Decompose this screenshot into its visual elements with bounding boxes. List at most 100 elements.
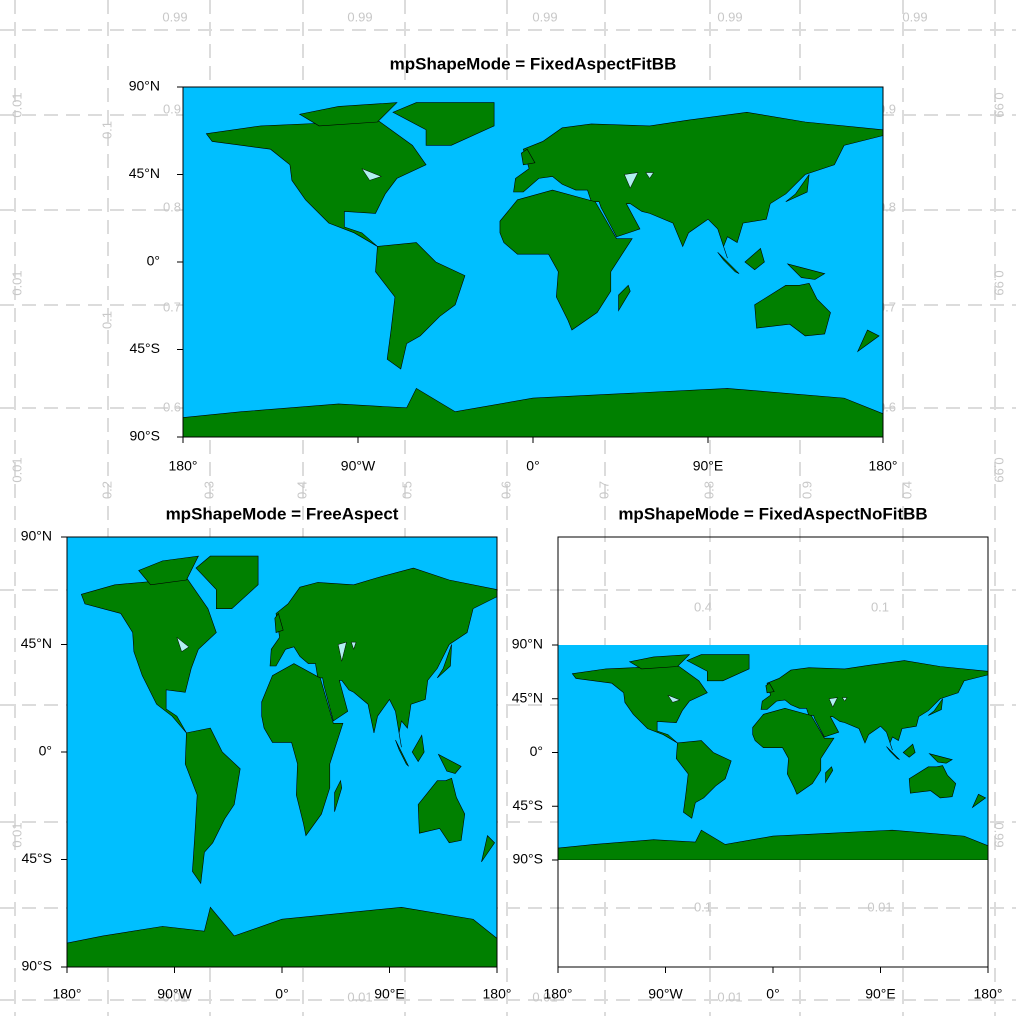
lat-label: 90°N [21,528,52,544]
lon-label: 180° [169,458,198,474]
background-label: 0.9 [799,481,814,499]
continent [437,753,462,774]
lake [667,694,681,703]
lat-label: 45°N [129,165,160,181]
lon-label: 180° [869,458,898,474]
continent [717,252,740,274]
continent [754,283,831,337]
background-label: 0.99 [717,9,742,24]
continent [395,739,409,767]
continent [298,102,398,127]
lon-label: 90°W [648,986,683,1002]
continent [437,644,452,679]
lat-label: 90°N [129,78,160,94]
continent [928,698,943,716]
background-label: 0.6 [498,481,513,499]
lon-label: 0° [275,986,288,1002]
land-group [67,555,497,967]
continent [183,387,883,437]
background-label: 0.99 [992,92,1007,117]
continent [558,829,988,860]
maps: mpShapeMode = FixedAspectFitBB 90°N 45°N 0°… [21,54,1003,1001]
land-group [183,102,883,437]
continent [856,329,880,353]
continent [908,765,957,799]
lat-label: 45°S [129,340,160,356]
background-label: 0.7 [163,299,181,314]
lat-label: 0° [39,743,52,759]
map-panel: mpShapeMode = FreeAspect 90°N 45°N 0° 45°S 90… [21,504,512,1001]
panel-title: mpShapeMode = FixedAspectNoFitBB [618,504,927,523]
lat-label: 45°S [512,797,543,813]
background-label: 0.01 [867,899,892,914]
panel-title: mpShapeMode = FreeAspect [166,504,399,523]
continent [261,663,344,837]
continent [825,766,834,784]
background-label: 0.01 [347,989,372,1004]
lake [350,641,357,651]
lat-label: 90°N [512,636,543,652]
background-label: 0.8 [163,199,181,214]
land-group [558,654,988,860]
background-label: 0.1 [694,899,712,914]
background-label: 0.01 [717,989,742,1004]
continent [902,743,916,758]
continent [274,612,284,633]
lon-label: 90°E [374,986,405,1002]
lat-label: 90°S [129,428,160,444]
background-label: 0.01 [9,822,24,847]
continent [499,189,633,331]
continent [785,174,810,202]
continent [765,682,775,694]
continent [628,654,691,670]
lat-label: 45°N [512,689,543,705]
background-label: 0.9 [163,101,181,116]
background-label: 0.5 [399,481,414,499]
continent [195,555,259,609]
map-panel: mpShapeMode = FixedAspectFitBB 90°N 45°N 0°… [129,54,898,473]
continent [686,654,750,682]
lake [361,168,383,181]
background-label: 0.01 [162,989,187,1004]
continent [675,740,732,819]
lat-label: 0° [530,743,543,759]
continent [618,284,631,312]
lon-label: 180° [53,986,82,1002]
continent [481,835,495,863]
background-label: 0.4 [899,481,914,499]
lat-label: 45°N [21,635,52,651]
continent [205,119,427,247]
background-label: 0.3 [201,481,216,499]
background-label: 0.99 [347,9,372,24]
continent [886,746,900,760]
background-label: 0.99 [532,9,557,24]
continent [928,753,953,764]
panel-title: mpShapeMode = FixedAspectFitBB [390,54,677,73]
continent [571,664,708,744]
background-label: 0.1 [99,311,114,329]
continent [67,906,497,967]
background-label: 0.2 [99,481,114,499]
lon-label: 90°W [157,986,192,1002]
background-label: 0.01 [9,457,24,482]
lake [176,636,190,653]
continent [752,707,835,795]
lat-label: 45°S [21,850,52,866]
background-label: 0.01 [9,270,24,295]
continent [392,102,495,146]
background-label: 0.1 [871,599,889,614]
lon-label: 0° [766,986,779,1002]
continent [521,148,536,166]
background-label: 0.01 [9,92,24,117]
background-label: 0.99 [992,270,1007,295]
lake [337,641,347,662]
continent [334,779,343,812]
continent [744,247,765,271]
map-panel: mpShapeMode = FixedAspectNoFitBB 90°N 45°N… [512,504,1003,1001]
lon-label: 90°E [693,458,724,474]
background-label: 0.8 [701,481,716,499]
background-label: 0.99 [992,822,1007,847]
background-label: 0.7 [596,481,611,499]
continent [138,555,199,586]
